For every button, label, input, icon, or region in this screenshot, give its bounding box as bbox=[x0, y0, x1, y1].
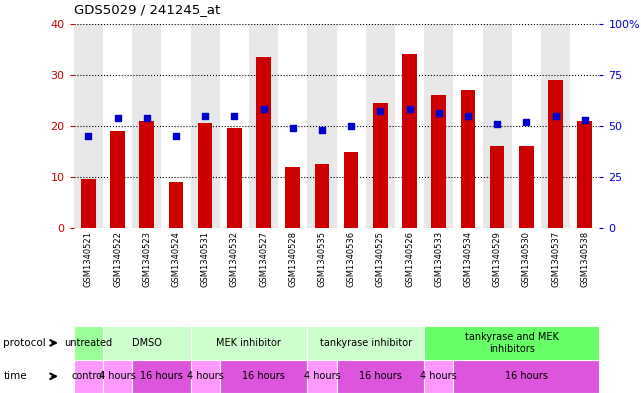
Point bbox=[404, 106, 415, 112]
Text: time: time bbox=[3, 371, 27, 381]
Bar bbox=[249, 24, 278, 228]
Text: untreated: untreated bbox=[64, 338, 112, 348]
Bar bbox=[256, 57, 271, 228]
Point bbox=[229, 112, 240, 119]
Bar bbox=[140, 121, 154, 228]
Bar bbox=[315, 164, 329, 228]
Text: 4 hours: 4 hours bbox=[420, 371, 457, 381]
Bar bbox=[548, 80, 563, 228]
Point bbox=[579, 116, 590, 123]
Text: control: control bbox=[71, 371, 105, 381]
Bar bbox=[132, 360, 190, 393]
Bar bbox=[307, 24, 337, 228]
Bar bbox=[424, 24, 453, 228]
Point bbox=[288, 125, 298, 131]
Bar bbox=[190, 326, 307, 360]
Bar bbox=[395, 24, 424, 228]
Bar bbox=[490, 146, 504, 228]
Bar bbox=[278, 24, 307, 228]
Point bbox=[171, 133, 181, 139]
Bar bbox=[337, 360, 424, 393]
Text: 16 hours: 16 hours bbox=[140, 371, 183, 381]
Bar bbox=[162, 24, 190, 228]
Text: tankyrase and MEK
inhibitors: tankyrase and MEK inhibitors bbox=[465, 332, 559, 354]
Bar bbox=[453, 360, 599, 393]
Bar bbox=[541, 24, 570, 228]
Bar bbox=[103, 360, 132, 393]
Bar bbox=[190, 360, 220, 393]
Bar bbox=[519, 146, 533, 228]
Text: 4 hours: 4 hours bbox=[99, 371, 136, 381]
Bar bbox=[461, 90, 475, 228]
Bar bbox=[227, 128, 242, 228]
Bar bbox=[132, 24, 162, 228]
Bar bbox=[431, 95, 446, 228]
Bar bbox=[424, 326, 599, 360]
Text: tankyrase inhibitor: tankyrase inhibitor bbox=[320, 338, 412, 348]
Text: 16 hours: 16 hours bbox=[359, 371, 402, 381]
Bar bbox=[81, 179, 96, 228]
Bar bbox=[424, 360, 453, 393]
Bar bbox=[103, 326, 190, 360]
Bar bbox=[74, 24, 103, 228]
Bar bbox=[169, 182, 183, 228]
Text: protocol: protocol bbox=[3, 338, 46, 348]
Bar bbox=[190, 24, 220, 228]
Bar bbox=[307, 326, 424, 360]
Bar bbox=[373, 103, 388, 228]
Point bbox=[112, 114, 122, 121]
Point bbox=[258, 106, 269, 112]
Point bbox=[200, 112, 210, 119]
Bar bbox=[453, 24, 483, 228]
Point bbox=[142, 114, 152, 121]
Bar bbox=[483, 24, 512, 228]
Bar bbox=[74, 360, 103, 393]
Bar bbox=[578, 121, 592, 228]
Text: 4 hours: 4 hours bbox=[304, 371, 340, 381]
Text: 16 hours: 16 hours bbox=[242, 371, 285, 381]
Bar bbox=[344, 152, 358, 228]
Point bbox=[492, 121, 503, 127]
Bar bbox=[220, 360, 307, 393]
Point bbox=[433, 110, 444, 117]
Bar bbox=[307, 360, 337, 393]
Bar bbox=[403, 54, 417, 228]
Text: MEK inhibitor: MEK inhibitor bbox=[217, 338, 281, 348]
Point bbox=[346, 123, 356, 129]
Bar bbox=[366, 24, 395, 228]
Point bbox=[521, 119, 531, 125]
Bar bbox=[512, 24, 541, 228]
Point bbox=[317, 127, 327, 133]
Bar bbox=[220, 24, 249, 228]
Bar bbox=[74, 326, 103, 360]
Point bbox=[551, 112, 561, 119]
Text: DMSO: DMSO bbox=[132, 338, 162, 348]
Bar bbox=[570, 24, 599, 228]
Bar bbox=[103, 24, 132, 228]
Bar bbox=[337, 24, 366, 228]
Point bbox=[375, 108, 385, 115]
Point bbox=[463, 112, 473, 119]
Bar bbox=[198, 123, 212, 228]
Point bbox=[83, 133, 94, 139]
Text: 4 hours: 4 hours bbox=[187, 371, 224, 381]
Text: 16 hours: 16 hours bbox=[505, 371, 548, 381]
Bar bbox=[285, 167, 300, 228]
Text: GDS5029 / 241245_at: GDS5029 / 241245_at bbox=[74, 3, 220, 16]
Bar bbox=[110, 131, 125, 228]
